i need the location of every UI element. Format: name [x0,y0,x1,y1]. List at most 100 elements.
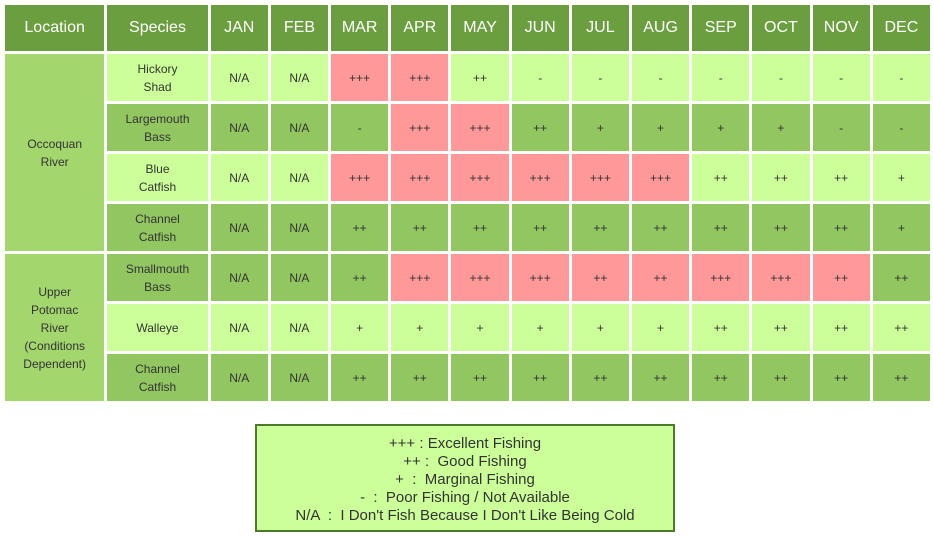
rating-cell: ++ [812,304,870,351]
rating-cell: ++ [692,354,750,401]
legend-line: N/A : I Don't Fish Because I Don't Like … [295,507,635,524]
rating-cell: + [571,104,629,151]
rating-cell: N/A [210,54,268,101]
location-header: Location [5,5,105,51]
rating-cell: ++ [391,204,449,251]
month-header-jan: JAN [210,5,268,51]
rating-cell: N/A [210,354,268,401]
rating-cell: ++ [692,304,750,351]
rating-cell: +++ [391,254,449,301]
month-header-mar: MAR [331,5,389,51]
rating-cell: N/A [210,254,268,301]
month-header-jul: JUL [571,5,629,51]
table-row: Channel Catfish N/A N/A ++ ++ ++ ++ ++ ++ ++ ++ ++ ++ [5,354,930,401]
rating-cell: + [872,204,930,251]
legend-line: - : Poor Fishing / Not Available [360,489,570,506]
month-header-may: MAY [451,5,509,51]
month-header-aug: AUG [631,5,690,51]
table-row: Largemouth Bass N/A N/A - +++ +++ ++ + + + + - - [5,104,930,151]
rating-cell: - [752,54,810,101]
rating-cell: N/A [270,304,329,351]
rating-cell: +++ [331,154,389,201]
rating-cell: ++ [752,354,810,401]
month-header-dec: DEC [872,5,930,51]
rating-cell: ++ [872,254,930,301]
rating-cell: +++ [451,254,509,301]
rating-cell: - [812,104,870,151]
rating-cell: ++ [692,154,750,201]
rating-cell: ++ [692,204,750,251]
rating-cell: + [631,304,690,351]
rating-cell: ++ [752,204,810,251]
rating-cell: ++ [331,254,389,301]
rating-cell: - [872,104,930,151]
rating-cell: N/A [210,204,268,251]
rating-cell: +++ [331,54,389,101]
legend-line: ++ : Good Fishing [403,453,527,470]
rating-cell: ++ [331,204,389,251]
rating-cell: +++ [391,104,449,151]
rating-cell: +++ [451,104,509,151]
rating-cell: +++ [511,254,569,301]
rating-cell: ++ [391,354,449,401]
rating-cell: +++ [631,154,690,201]
table-row: Occoquan River Hickory Shad N/A N/A +++ +++ ++ - -… [5,54,930,251]
rating-cell: ++ [511,354,569,401]
rating-cell: ++ [872,354,930,401]
rating-cell: ++ [812,254,870,301]
rating-cell: ++ [872,304,930,351]
rating-cell: - [511,54,569,101]
rating-cell: ++ [812,154,870,201]
legend-box: +++ : Excellent Fishing ++ : Good Fishing… [255,424,675,532]
month-header-nov: NOV [812,5,870,51]
rating-cell: - [872,54,930,101]
species-header: Species [107,5,208,51]
rating-cell: + [571,304,629,351]
rating-cell: ++ [631,254,690,301]
rating-cell: N/A [210,154,268,201]
table-row: Upper Potomac River (Conditions Dependent) Sm… [5,254,930,401]
month-header-oct: OCT [752,5,810,51]
species-cell: Channel Catfish [107,354,208,401]
rating-cell: ++ [571,354,629,401]
species-cell: Hickory Shad [107,54,208,101]
rating-cell: + [631,104,690,151]
rating-cell: N/A [210,304,268,351]
table-row: Walleye N/A N/A + + + + + + ++ ++ ++ ++ [5,304,930,351]
rating-cell: - [331,104,389,151]
location-cell: Upper Potomac River (Conditions Dependent) [5,254,105,401]
rating-cell: - [571,54,629,101]
table-row: Channel Catfish N/A N/A ++ ++ ++ ++ ++ ++ ++ ++ ++ + [5,204,930,251]
rating-cell: ++ [511,204,569,251]
rating-cell: ++ [511,104,569,151]
legend-line: + : Marginal Fishing [395,471,535,488]
rating-cell: N/A [270,354,329,401]
rating-cell: ++ [451,354,509,401]
month-header-apr: APR [391,5,449,51]
rating-cell: + [752,104,810,151]
table-row: Blue Catfish N/A N/A +++ +++ +++ +++ +++ +++ ++ ++ +… [5,154,930,201]
fishing-calendar-table: Location Species JAN FEB MAR APR MAY JUN JUL AU… [2,2,933,404]
rating-cell: + [391,304,449,351]
species-cell: Walleye [107,304,208,351]
rating-cell: +++ [451,154,509,201]
rating-cell: + [692,104,750,151]
rating-cell: ++ [812,354,870,401]
rating-cell: N/A [270,254,329,301]
rating-cell: ++ [752,304,810,351]
rating-cell: + [451,304,509,351]
rating-cell: ++ [812,204,870,251]
rating-cell: +++ [391,154,449,201]
month-header-feb: FEB [270,5,329,51]
location-cell: Occoquan River [5,54,105,251]
rating-cell: N/A [270,54,329,101]
species-cell: Largemouth Bass [107,104,208,151]
month-header-jun: JUN [511,5,569,51]
rating-cell: ++ [752,154,810,201]
rating-cell: +++ [511,154,569,201]
rating-cell: ++ [631,204,690,251]
rating-cell: +++ [571,154,629,201]
species-cell: Blue Catfish [107,154,208,201]
table-body: Occoquan River Hickory Shad N/A N/A +++ +++ ++ - -… [5,54,930,401]
species-cell: Smallmouth Bass [107,254,208,301]
